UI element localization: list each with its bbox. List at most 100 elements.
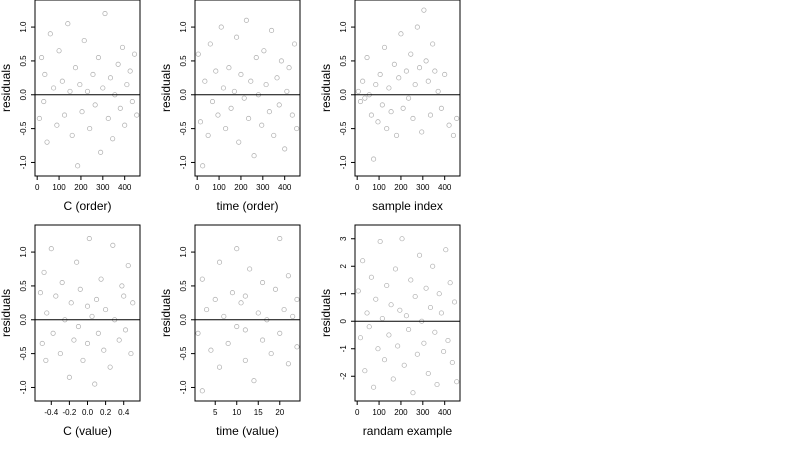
data-point [430, 41, 436, 47]
y-tick-label: 0.5 [179, 280, 188, 292]
data-point [406, 326, 412, 333]
data-point [116, 337, 122, 343]
y-tick-label: 2 [339, 263, 348, 268]
data-point [366, 324, 372, 330]
data-point [403, 313, 409, 319]
data-point [207, 41, 213, 47]
y-tick-label: -1 [339, 345, 348, 353]
data-point [395, 343, 401, 349]
data-point [122, 122, 128, 128]
data-point [77, 286, 83, 292]
data-point [242, 357, 248, 363]
data-point [80, 357, 86, 363]
y-tick-label: -1.0 [19, 380, 28, 394]
data-point [410, 390, 416, 396]
data-point [220, 85, 226, 91]
data-point [238, 300, 244, 306]
y-tick-label: 0.5 [339, 55, 348, 67]
data-point [202, 78, 208, 84]
data-point [248, 78, 254, 84]
y-tick-label: 0 [339, 318, 348, 323]
data-point [69, 132, 75, 138]
y-tick-label: 1.0 [19, 21, 28, 33]
data-point [412, 293, 418, 300]
x-tick-label: 10 [232, 408, 241, 417]
x-tick-label: 400 [438, 408, 452, 417]
y-tick-label: 0.0 [19, 314, 28, 326]
data-point [205, 132, 211, 138]
data-point [443, 247, 449, 253]
data-point [234, 246, 240, 252]
data-point [368, 274, 374, 280]
data-point [95, 330, 101, 336]
x-axis-title: sample index [372, 199, 443, 213]
y-tick-label: -1.0 [19, 155, 28, 169]
y-tick-label: -0.5 [179, 346, 188, 360]
data-point [98, 276, 104, 282]
x-tick-label: 0.2 [100, 408, 112, 417]
data-point [37, 290, 43, 296]
data-point [242, 293, 248, 299]
data-point [204, 307, 210, 313]
data-point [110, 242, 116, 248]
data-point [449, 359, 455, 366]
y-axis-title: residuals [319, 289, 333, 337]
data-point [81, 38, 87, 44]
data-point [61, 112, 68, 118]
x-tick-label: 0 [355, 183, 360, 192]
data-point [360, 78, 366, 84]
data-point [92, 381, 98, 387]
data-point [285, 361, 291, 367]
data-point [107, 75, 114, 81]
data-point [384, 126, 390, 132]
data-point [373, 82, 379, 88]
x-tick-label: 200 [234, 183, 248, 192]
data-point [388, 109, 394, 115]
data-point [436, 291, 442, 297]
data-point [447, 280, 453, 286]
y-tick-label: 1 [339, 291, 348, 296]
data-point [419, 129, 425, 135]
data-point [294, 126, 300, 132]
plot-frame [354, 0, 461, 177]
data-point [381, 357, 388, 363]
data-point [394, 132, 400, 138]
x-axis-title: time (value) [216, 424, 279, 438]
data-point [56, 48, 62, 54]
data-point [357, 335, 364, 341]
data-point [115, 61, 121, 67]
data-point [364, 310, 370, 316]
data-point [379, 315, 385, 322]
x-tick-label: 0.4 [118, 408, 130, 417]
data-point [94, 296, 100, 303]
data-point [271, 132, 277, 138]
x-tick-label: 100 [52, 183, 66, 192]
data-point [246, 115, 252, 122]
data-point [195, 330, 201, 336]
data-point [131, 51, 138, 57]
plot-frame [34, 0, 141, 177]
y-tick-label: -1.0 [179, 380, 188, 394]
plot-frame [34, 224, 141, 402]
data-point [36, 115, 42, 122]
data-point [86, 235, 92, 242]
data-point [294, 296, 300, 303]
data-point [216, 364, 223, 370]
data-point [375, 346, 381, 352]
panel-5: 5 10 15 20 -1.0 -0.5 0.0 0.5 1.0 time (value) resi… [159, 224, 301, 438]
data-point [130, 300, 136, 306]
data-point [128, 351, 134, 357]
data-point [362, 368, 368, 374]
y-tick-label: -0.5 [19, 121, 28, 135]
data-point [381, 44, 388, 50]
data-point [39, 54, 45, 61]
x-axis-title: C (value) [63, 424, 112, 438]
y-tick-label: 3 [339, 236, 348, 241]
data-point [289, 112, 295, 118]
data-point [375, 119, 381, 125]
data-point [268, 351, 274, 357]
data-point [364, 54, 370, 61]
data-point [50, 330, 56, 336]
plot-frame [194, 224, 301, 402]
data-point [386, 332, 392, 338]
